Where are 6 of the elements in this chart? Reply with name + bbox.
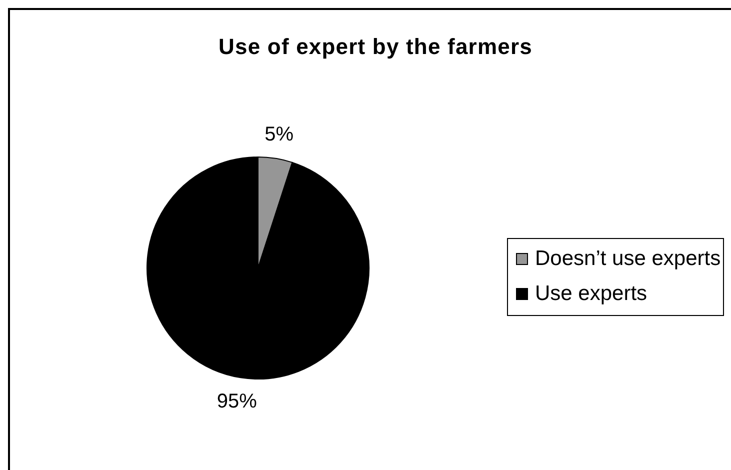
data-label: 95% bbox=[216, 390, 258, 412]
legend-label: Use experts bbox=[535, 282, 648, 306]
chart-title: Use of expert by the farmers bbox=[218, 34, 534, 60]
pie-slice bbox=[146, 156, 370, 380]
data-label: 5% bbox=[264, 124, 294, 146]
legend-label: Doesn’t use experts bbox=[535, 246, 721, 270]
